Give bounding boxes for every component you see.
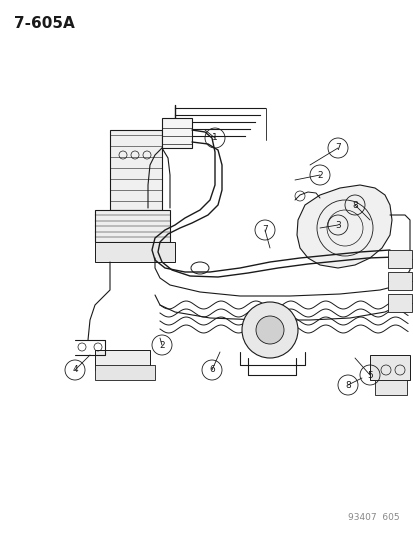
Text: 93407  605: 93407 605: [347, 513, 399, 522]
Polygon shape: [296, 185, 391, 268]
Text: 8: 8: [344, 381, 350, 390]
Text: 7: 7: [334, 143, 340, 152]
Bar: [161, 118, 192, 148]
Bar: [95, 350, 150, 370]
Text: 7: 7: [261, 225, 267, 235]
Bar: [387, 294, 411, 312]
Text: 4: 4: [72, 366, 78, 375]
Bar: [387, 272, 411, 290]
Bar: [95, 242, 175, 262]
Text: 7-605A: 7-605A: [14, 16, 75, 31]
Text: 8: 8: [351, 200, 357, 209]
Bar: [95, 210, 170, 242]
Bar: [369, 355, 409, 380]
Bar: [374, 380, 406, 395]
Bar: [95, 365, 154, 380]
Text: 1: 1: [211, 133, 217, 142]
Text: 2: 2: [316, 171, 322, 180]
Text: 3: 3: [334, 221, 340, 230]
Text: 6: 6: [209, 366, 214, 375]
Bar: [387, 250, 411, 268]
Text: 2: 2: [159, 341, 164, 350]
Bar: [110, 130, 161, 210]
Circle shape: [255, 316, 283, 344]
Circle shape: [242, 302, 297, 358]
Text: 5: 5: [366, 370, 372, 379]
